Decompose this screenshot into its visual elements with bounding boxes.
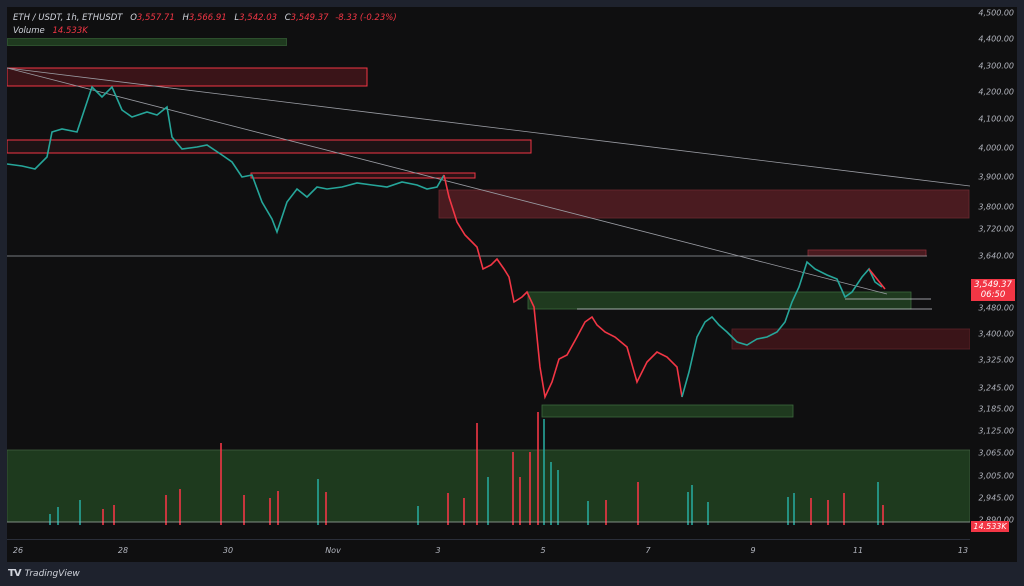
- brand-name: TradingView: [24, 568, 80, 579]
- price-chart-svg: [6, 67, 971, 525]
- price-tick: 3,125.00: [978, 426, 1014, 436]
- time-tick: 30: [222, 546, 234, 555]
- open-label: O: [130, 13, 137, 23]
- low-value: 3,542.03: [239, 13, 278, 23]
- time-tick: 13: [957, 546, 969, 555]
- price-tick: 2,945.00: [978, 493, 1014, 503]
- chart-plot-area[interactable]: ETH / USDT, 1h, ETHUSDT O3,557.71 H3,566…: [6, 7, 971, 539]
- price-tick: 4,500.00: [978, 8, 1014, 18]
- price-tick: 3,400.00: [978, 329, 1014, 339]
- time-axis[interactable]: 26 28 30 Nov 3 5 7 9 11 13: [7, 539, 970, 563]
- time-tick: 7: [645, 546, 651, 555]
- time-tick: 28: [117, 546, 129, 555]
- price-tick: 3,480.00: [978, 303, 1014, 313]
- price-tick: 3,900.00: [978, 172, 1014, 182]
- change-value: -8.33 (-0.23%): [335, 13, 397, 23]
- high-label: H: [182, 13, 189, 23]
- volume-label[interactable]: Volume: [13, 26, 45, 36]
- price-tick: 3,800.00: [978, 202, 1014, 212]
- price-tick: 4,100.00: [978, 114, 1014, 124]
- time-tick: 11: [852, 546, 864, 555]
- price-tick: 4,200.00: [978, 87, 1014, 97]
- chart-legend: ETH / USDT, 1h, ETHUSDT O3,557.71 H3,566…: [13, 12, 397, 38]
- price-tick: 3,185.00: [978, 404, 1014, 414]
- time-tick: 3: [435, 546, 441, 555]
- chart-frame: ETH / USDT, 1h, ETHUSDT O3,557.71 H3,566…: [6, 7, 1017, 563]
- price-tick: 4,300.00: [978, 61, 1014, 71]
- volume-row: Volume 14.533K: [13, 25, 397, 38]
- close-label: C: [284, 13, 291, 23]
- symbol-label[interactable]: ETH / USDT, 1h, ETHUSDT: [13, 13, 123, 23]
- volume-bars: [49, 412, 884, 525]
- indicator-strip: [7, 38, 287, 46]
- time-tick: 5: [540, 546, 546, 555]
- last-price-tag: 3,549.37 06:50: [971, 279, 1015, 301]
- bar-countdown: 06:50: [980, 290, 1006, 300]
- price-tick: 3,720.00: [978, 224, 1014, 234]
- tradingview-logo-icon: TV: [8, 568, 22, 579]
- close-value: 3,549.37: [290, 13, 329, 23]
- price-tick: 2,890.00: [978, 515, 1014, 525]
- time-tick: Nov: [325, 546, 341, 555]
- time-tick: 9: [750, 546, 756, 555]
- last-price-value: 3,549.37: [974, 280, 1012, 290]
- high-value: 3,566.91: [188, 13, 227, 23]
- price-tick: 4,000.00: [978, 143, 1014, 153]
- volume-tag: 14.533K: [971, 521, 1009, 532]
- price-tick: 4,400.00: [978, 34, 1014, 44]
- ohlc-row: ETH / USDT, 1h, ETHUSDT O3,557.71 H3,566…: [13, 12, 397, 25]
- time-tick: 26: [12, 546, 24, 555]
- price-axis[interactable]: 4,500.00 4,400.00 4,300.00 4,200.00 4,10…: [970, 7, 1017, 539]
- low-label: L: [234, 13, 240, 23]
- price-tick: 3,005.00: [978, 471, 1014, 481]
- footer-branding: TV TradingView: [8, 568, 80, 579]
- price-tick: 3,065.00: [978, 448, 1014, 458]
- price-tick: 3,640.00: [978, 251, 1014, 261]
- open-value: 3,557.71: [136, 13, 175, 23]
- price-tick: 3,245.00: [978, 383, 1014, 393]
- price-tick: 3,325.00: [978, 355, 1014, 365]
- volume-value: 14.533K: [52, 26, 88, 36]
